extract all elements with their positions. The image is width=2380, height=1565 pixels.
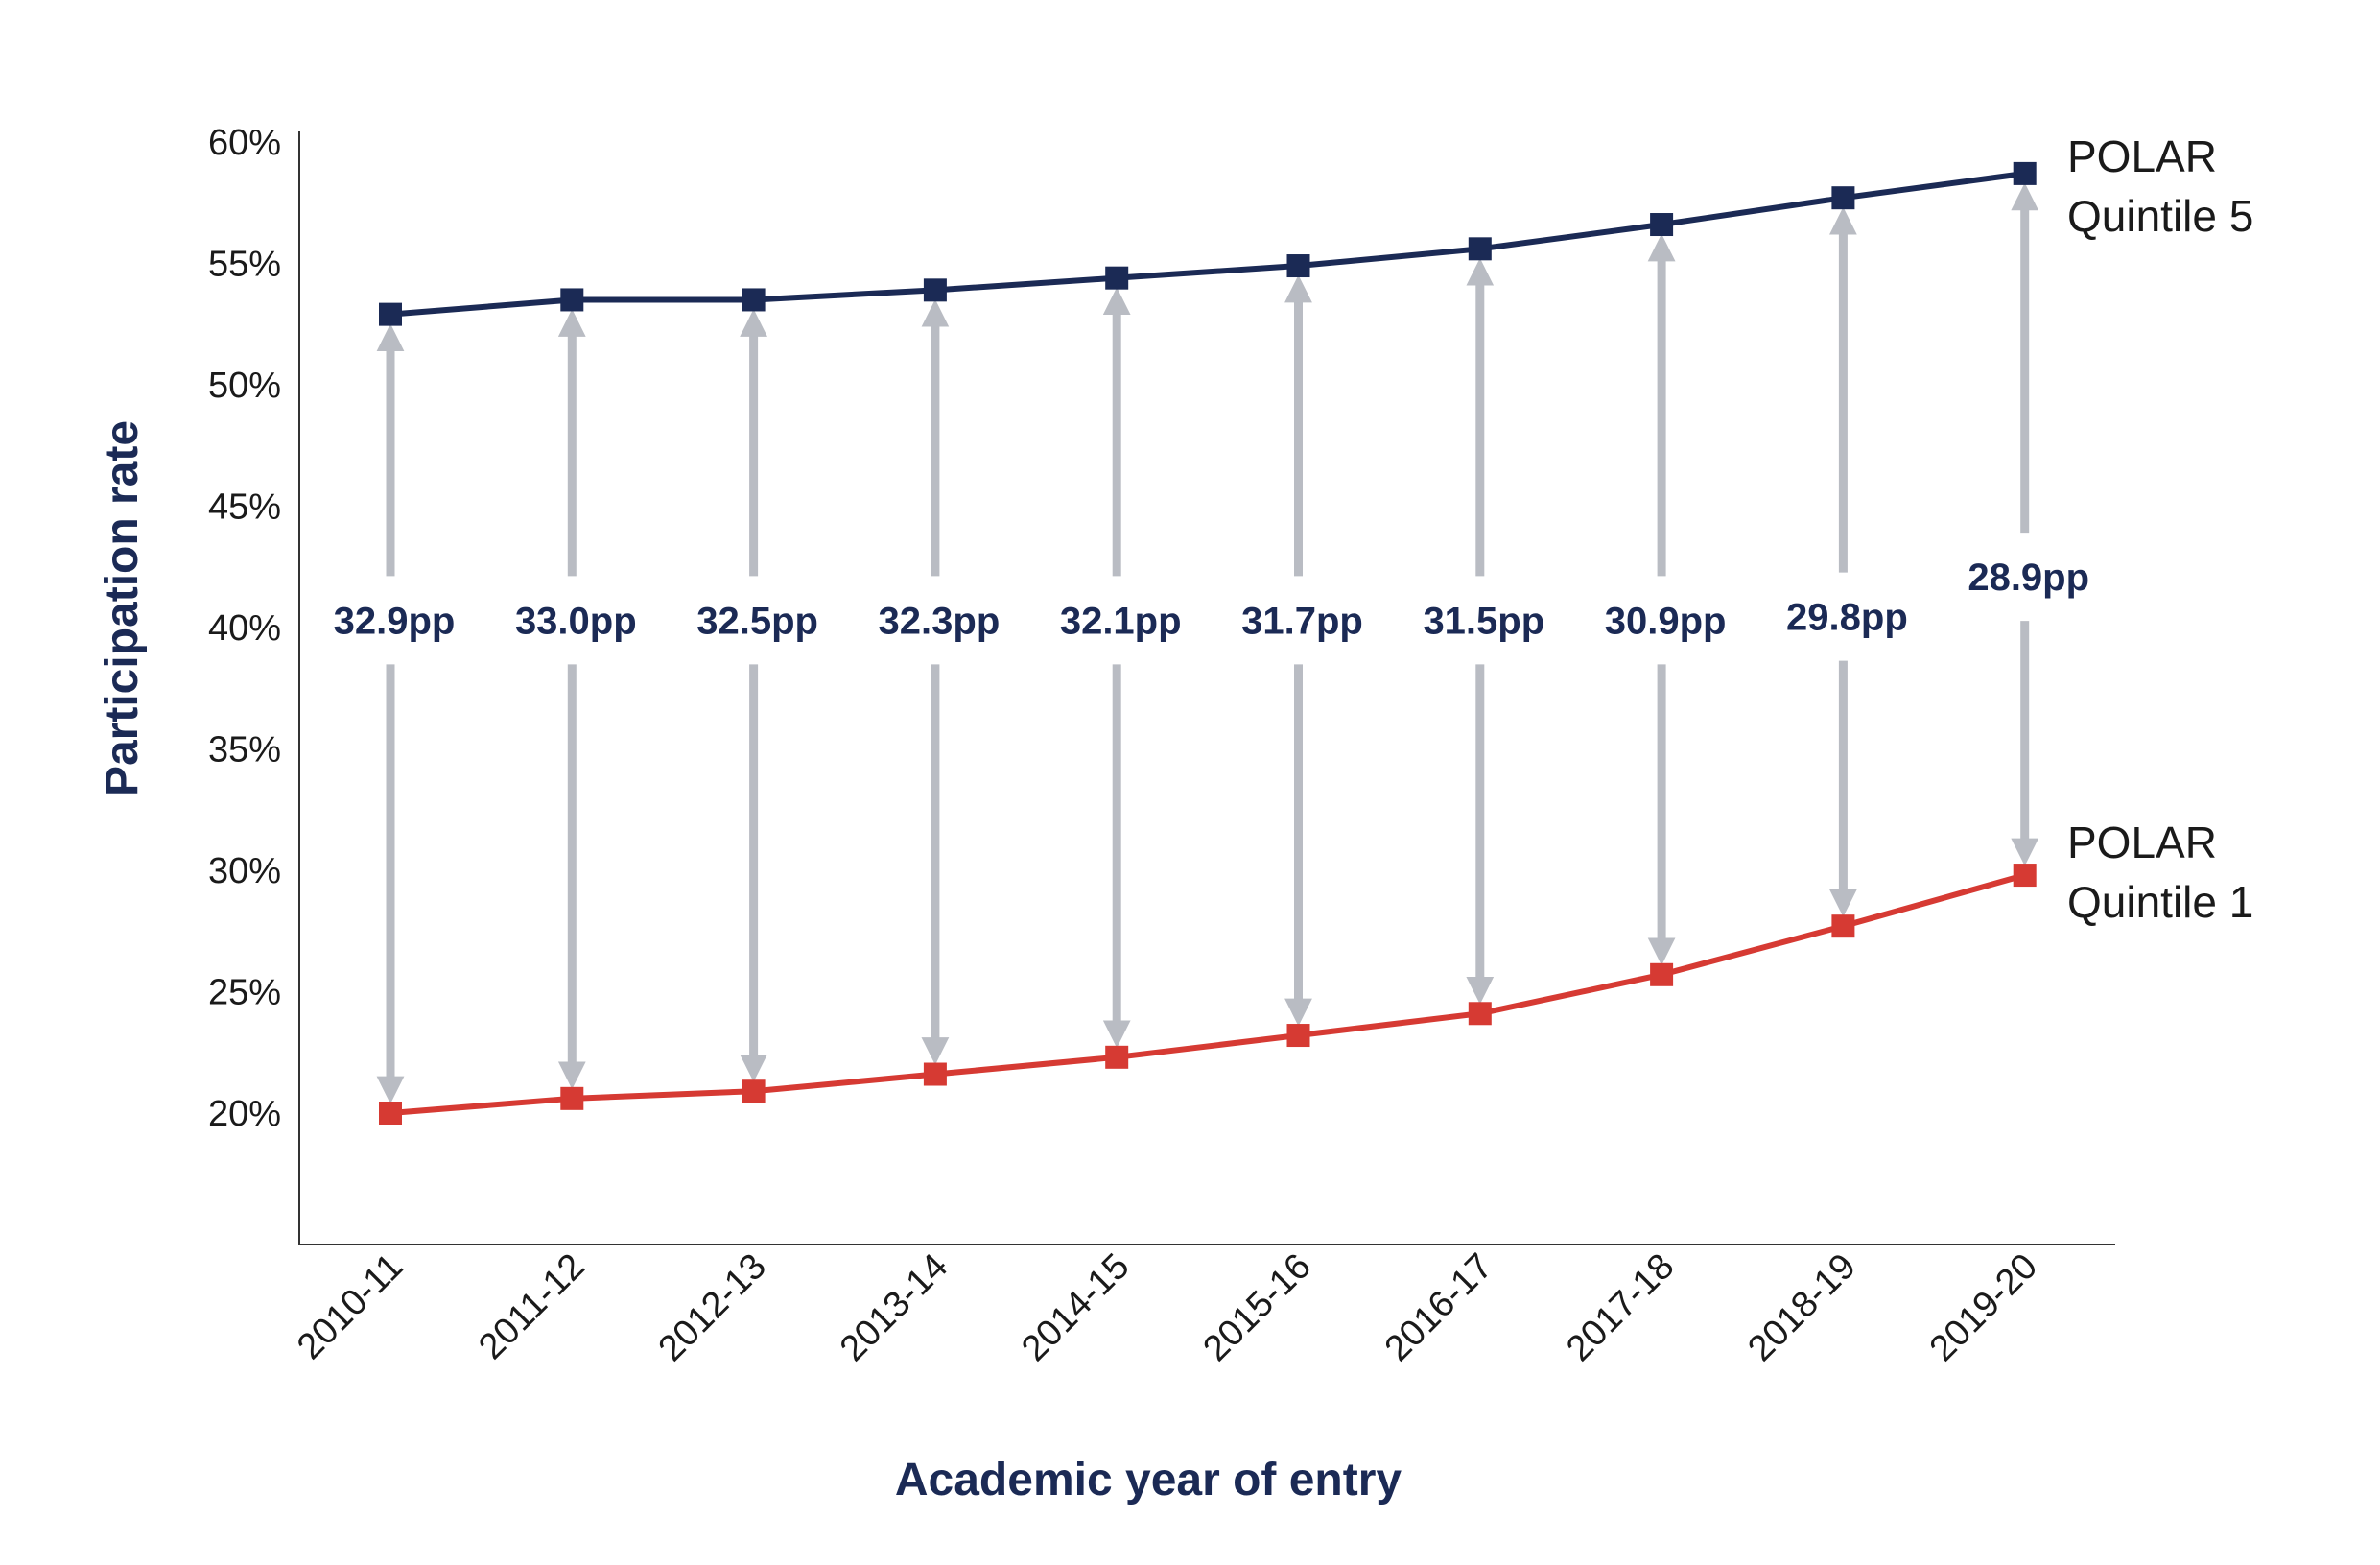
- data-point: [1105, 1045, 1129, 1069]
- gap-label: 28.9pp: [1968, 557, 2089, 599]
- y-tick-label: 25%: [208, 973, 281, 1013]
- gap-label: 32.5pp: [696, 600, 818, 642]
- gap-label: 33.0pp: [515, 600, 637, 642]
- x-tick-label: 2015-16: [1196, 1246, 1319, 1369]
- series-label-line: Quintile 5: [2067, 191, 2253, 241]
- series-lines: [389, 170, 2026, 1116]
- data-point: [923, 278, 947, 302]
- y-tick-label: 35%: [208, 730, 281, 771]
- gap-label: 31.7pp: [1241, 600, 1363, 642]
- y-tick-label: 30%: [208, 851, 281, 891]
- series-labels: POLAR Quintile 5 POLAR Quintile 1: [2067, 131, 2253, 927]
- x-tick-label: 2012-13: [651, 1246, 774, 1369]
- gap-label: 30.9pp: [1605, 600, 1727, 642]
- data-point: [1105, 266, 1129, 290]
- y-tick-label: 60%: [208, 123, 281, 163]
- series-label-line: POLAR: [2067, 131, 2217, 181]
- y-tick-labels: 60% 55% 50% 45% 40% 35% 30% 25% 20%: [208, 123, 281, 1134]
- y-tick-label: 20%: [208, 1094, 281, 1134]
- gap-labels: 32.9pp 33.0pp 32.5pp 32.3pp 32.1pp 31.7pp 31.5…: [334, 557, 2089, 642]
- x-tick-label: 2011-12: [471, 1246, 592, 1367]
- y-axis-title: Participation rate: [97, 420, 148, 796]
- gap-label: 32.1pp: [1060, 600, 1182, 642]
- data-point: [2013, 864, 2037, 888]
- data-point: [742, 288, 766, 312]
- data-point: [742, 1079, 766, 1103]
- data-point: [560, 1086, 584, 1110]
- y-tick-label: 50%: [208, 366, 281, 406]
- data-point: [1286, 254, 1310, 278]
- x-tick-labels: 2010-11 2011-12 2012-13 2013-14 2014-15 2015-…: [290, 1246, 2045, 1369]
- data-point: [1286, 1024, 1310, 1048]
- x-tick-label: 2013-14: [833, 1246, 955, 1369]
- data-point: [1831, 186, 1855, 210]
- x-tick-label: 2018-19: [1740, 1246, 1863, 1369]
- series-label-line: Quintile 1: [2067, 877, 2253, 927]
- y-tick-label: 55%: [208, 245, 281, 285]
- data-point: [2013, 161, 2037, 185]
- series-label-line: POLAR: [2067, 818, 2217, 867]
- data-point: [1831, 914, 1855, 938]
- series-line-quintile-1: [389, 872, 2026, 1116]
- data-point: [560, 288, 584, 312]
- axes: [298, 131, 2115, 1245]
- x-tick-label: 2019-20: [1922, 1246, 2045, 1369]
- data-point: [1468, 1002, 1492, 1026]
- y-tick-label: 40%: [208, 608, 281, 649]
- gap-label: 31.5pp: [1423, 600, 1544, 642]
- gap-label: 32.9pp: [334, 600, 456, 642]
- series-markers: [379, 161, 2037, 1125]
- data-point: [379, 1102, 402, 1125]
- x-tick-label: 2014-15: [1014, 1246, 1137, 1369]
- x-tick-label: 2010-11: [290, 1246, 411, 1367]
- data-point: [1650, 213, 1674, 237]
- series-line-quintile-5: [389, 170, 2026, 318]
- gap-label: 29.8pp: [1786, 597, 1908, 639]
- x-axis-title: Academic year of entry: [895, 1455, 1402, 1506]
- x-tick-label: 2017-18: [1559, 1246, 1682, 1369]
- gap-arrows: [376, 182, 2039, 1104]
- gap-label: 32.3pp: [879, 600, 1001, 642]
- y-tick-label: 45%: [208, 487, 281, 528]
- data-point: [923, 1062, 947, 1086]
- data-point: [1468, 237, 1492, 261]
- data-point: [379, 302, 402, 326]
- data-point: [1650, 962, 1674, 986]
- x-tick-label: 2016-17: [1378, 1246, 1500, 1369]
